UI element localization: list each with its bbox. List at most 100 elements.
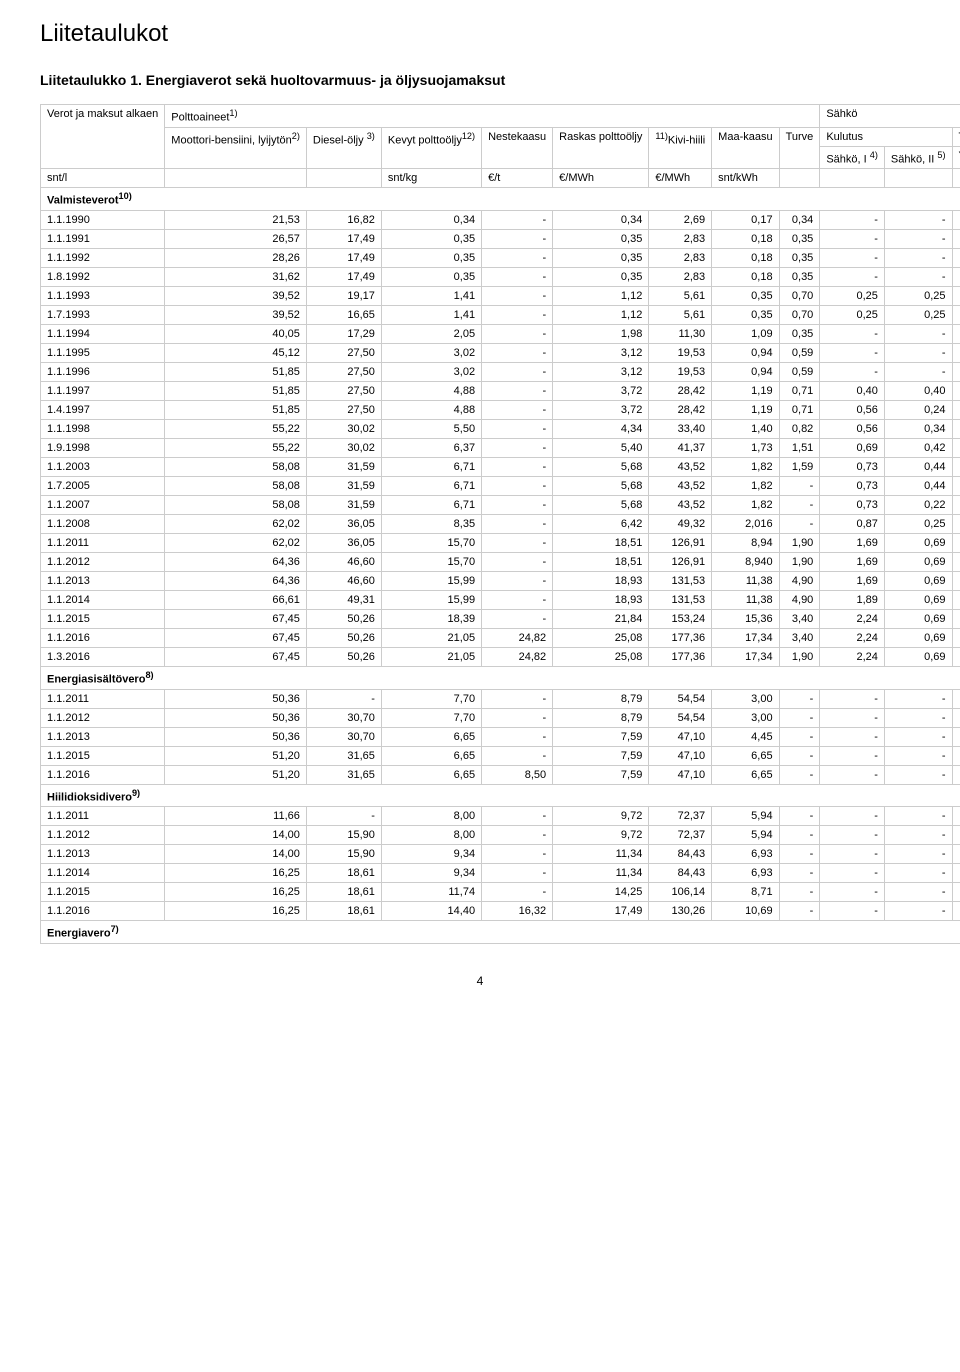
table-cell: - — [482, 324, 553, 343]
table-cell: 16,25 — [165, 883, 307, 902]
table-cell: 0,10 — [952, 305, 960, 324]
table-cell: 3,40 — [779, 628, 820, 647]
table-cell: - — [884, 883, 952, 902]
table-cell: 7,70 — [381, 689, 481, 708]
table-row: 1.1.199228,2617,490,35-0,352,830,180,35-… — [41, 248, 960, 267]
table-cell: 46,60 — [306, 552, 381, 571]
table-cell: 14,40 — [381, 902, 481, 921]
table-cell: 1.1.2011 — [41, 689, 165, 708]
table-cell: - — [952, 765, 960, 784]
page-title: Liitetaulukot — [40, 20, 920, 48]
table-cell: - — [820, 883, 885, 902]
table-row: 1.3.201667,4550,2621,0524,8225,08177,361… — [41, 647, 960, 666]
table-cell: 46,60 — [306, 571, 381, 590]
table-cell: 14,00 — [165, 826, 307, 845]
table-cell: 4,88 — [381, 381, 481, 400]
table-cell: 84,43 — [649, 845, 712, 864]
table-cell: 43,52 — [649, 457, 712, 476]
table-row: 1.7.200558,0831,596,71-5,6843,521,82-0,7… — [41, 476, 960, 495]
table-cell: 1,12 — [553, 305, 649, 324]
table-cell: - — [482, 689, 553, 708]
table-cell: - — [820, 826, 885, 845]
table-cell: 1.1.2013 — [41, 571, 165, 590]
table-cell: 1,82 — [712, 495, 779, 514]
table-cell: - — [952, 267, 960, 286]
table-cell: 1.1.1991 — [41, 229, 165, 248]
table-cell: 18,61 — [306, 883, 381, 902]
table-cell: 16,32 — [482, 902, 553, 921]
table-cell: 30,02 — [306, 438, 381, 457]
table-cell: - — [952, 689, 960, 708]
table-cell: 0,34 — [553, 210, 649, 229]
table-cell: 15,99 — [381, 571, 481, 590]
table-cell: - — [482, 457, 553, 476]
table-cell: 31,62 — [165, 267, 307, 286]
table-cell: 10,69 — [712, 902, 779, 921]
table-cell: 0,40 — [952, 362, 960, 381]
section-header: Valmisteverot10) — [41, 188, 960, 211]
table-row: 1.1.201111,66-8,00-9,7272,375,94----- — [41, 807, 960, 826]
table-cell: 67,45 — [165, 609, 307, 628]
table-cell: - — [820, 864, 885, 883]
table-cell: 5,68 — [553, 457, 649, 476]
table-cell: - — [952, 807, 960, 826]
table-cell: - — [952, 708, 960, 727]
table-cell: - — [779, 727, 820, 746]
table-cell: 30,70 — [306, 708, 381, 727]
table-cell: - — [482, 362, 553, 381]
table-cell: 31,59 — [306, 495, 381, 514]
table-cell: 1,82 — [712, 457, 779, 476]
table-cell: 58,08 — [165, 457, 307, 476]
table-cell: 1,89 — [820, 590, 885, 609]
table-cell: 126,91 — [649, 533, 712, 552]
table-cell: 1.1.1990 — [41, 210, 165, 229]
table-cell: 0,24 — [884, 400, 952, 419]
table-cell: - — [482, 590, 553, 609]
table-cell: 31,59 — [306, 457, 381, 476]
table-cell: - — [482, 552, 553, 571]
table-cell: 18,61 — [306, 864, 381, 883]
col-turve: Turve — [779, 127, 820, 169]
table-cell: - — [820, 845, 885, 864]
table-cell: 1,90 — [779, 552, 820, 571]
table-cell: 2,83 — [649, 248, 712, 267]
header-kulutus: Kulutus — [820, 127, 952, 146]
table-cell: 16,65 — [306, 305, 381, 324]
table-cell: - — [952, 400, 960, 419]
table-cell: 6,65 — [381, 765, 481, 784]
table-cell: 3,40 — [779, 609, 820, 628]
table-cell: 11,34 — [553, 864, 649, 883]
table-cell: - — [820, 324, 885, 343]
table-cell: 17,34 — [712, 628, 779, 647]
table-cell: 9,34 — [381, 864, 481, 883]
table-row: 1.1.201162,0236,0515,70-18,51126,918,941… — [41, 533, 960, 552]
table-cell: 0,44 — [884, 476, 952, 495]
table-cell: 1,51 — [779, 438, 820, 457]
table-cell: 0,35 — [779, 267, 820, 286]
table-cell: 55,22 — [165, 419, 307, 438]
table-cell: 39,52 — [165, 286, 307, 305]
table-cell: 1,40 — [712, 419, 779, 438]
table-cell: - — [884, 362, 952, 381]
table-cell: 1,09 — [712, 324, 779, 343]
table-cell: 4,45 — [712, 727, 779, 746]
table-cell: 0,69 — [884, 647, 952, 666]
table-cell: 1,69 — [820, 552, 885, 571]
col-kivihiili: 11)Kivi-hiili — [649, 127, 712, 169]
table-cell: - — [952, 864, 960, 883]
table-cell: 1.1.2014 — [41, 590, 165, 609]
table-cell: 2,83 — [649, 229, 712, 248]
table-row: 1.1.200862,0236,058,35-6,4249,322,016-0,… — [41, 514, 960, 533]
table-cell: 8,00 — [381, 807, 481, 826]
table-cell: - — [779, 845, 820, 864]
table-cell: - — [820, 267, 885, 286]
table-cell: 8,00 — [381, 826, 481, 845]
table-cell: 25,08 — [553, 647, 649, 666]
table-cell: - — [952, 514, 960, 533]
section-title: Energiavero7) — [41, 921, 960, 944]
table-cell: 21,05 — [381, 628, 481, 647]
table-cell: 8,71 — [712, 883, 779, 902]
table-row: 1.1.201667,4550,2621,0524,8225,08177,361… — [41, 628, 960, 647]
table-cell: 33,40 — [649, 419, 712, 438]
table-cell: 0,35 — [779, 248, 820, 267]
